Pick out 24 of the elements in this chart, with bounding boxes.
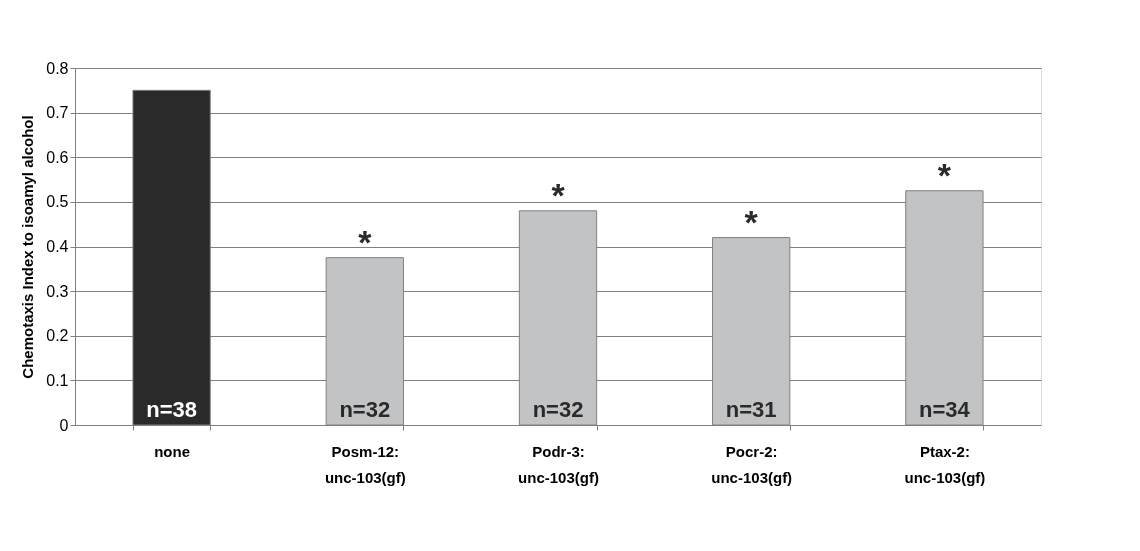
y-tick-label: 0.1 bbox=[46, 371, 69, 389]
y-axis-title: Chemotaxis Index to isoamyl alcohol bbox=[19, 115, 37, 379]
x-tick-label: Pocr-2: unc-103(gf) bbox=[711, 442, 793, 486]
y-tick-label: 0 bbox=[59, 416, 69, 434]
y-tick-label: 0.8 bbox=[46, 59, 69, 77]
annotation: n=34 bbox=[919, 397, 971, 422]
x-tick-label: Posm-12: unc-103(gf) bbox=[324, 442, 406, 486]
annotation: * bbox=[358, 222, 373, 261]
annotation: * bbox=[551, 175, 566, 214]
annotation: n=31 bbox=[725, 397, 777, 422]
annotation: * bbox=[937, 155, 952, 194]
y-tick-label: 0.2 bbox=[46, 327, 69, 345]
x-tick-label: Ptax-2: unc-103(gf) bbox=[904, 442, 986, 486]
y-tick-label: 0.6 bbox=[46, 148, 69, 166]
x-tick-label: Podr-3: unc-103(gf) bbox=[518, 442, 599, 486]
y-tick-label: 0.7 bbox=[46, 104, 69, 122]
y-tick-label: 0.5 bbox=[46, 193, 69, 211]
annotation: n=32 bbox=[532, 397, 584, 422]
y-tick-label: 0.3 bbox=[46, 282, 69, 300]
annotation: n=38 bbox=[146, 397, 197, 422]
annotation: n=32 bbox=[339, 397, 391, 422]
x-tick-label: none bbox=[154, 442, 191, 460]
annotation: * bbox=[744, 202, 759, 241]
y-tick-label: 0.4 bbox=[46, 238, 69, 255]
